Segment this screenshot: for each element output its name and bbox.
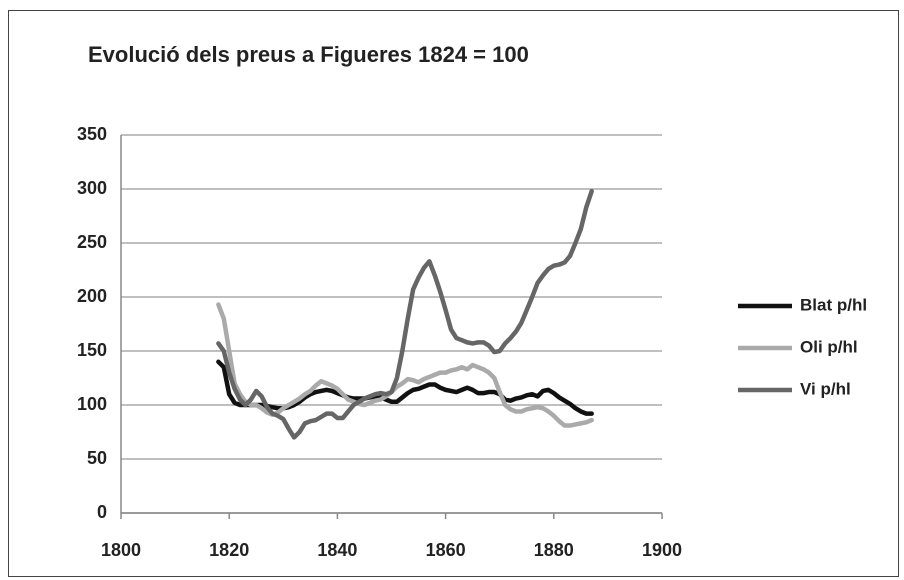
- series-line: [216, 188, 594, 440]
- series-line: [216, 302, 594, 428]
- chart-title: Evolució dels preus a Figueres 1824 = 10…: [88, 42, 529, 67]
- legend-label: Blat p/hl: [800, 295, 867, 314]
- x-tick-label: 1900: [642, 540, 682, 560]
- y-tick-label: 150: [77, 340, 107, 360]
- legend-label: Oli p/hl: [800, 337, 858, 356]
- x-tick-label: 1800: [101, 540, 141, 560]
- y-tick-label: 100: [77, 394, 107, 414]
- y-tick-label: 200: [77, 286, 107, 306]
- y-tick-label: 300: [77, 178, 107, 198]
- legend-label: Vi p/hl: [800, 379, 851, 398]
- y-tick-label: 50: [87, 448, 107, 468]
- x-tick-label: 1820: [209, 540, 249, 560]
- y-tick-label: 250: [77, 232, 107, 252]
- chart-frame: [8, 10, 899, 577]
- y-tick-label: 350: [77, 124, 107, 144]
- y-tick-label: 0: [97, 502, 107, 522]
- x-tick-label: 1840: [317, 540, 357, 560]
- x-tick-label: 1860: [426, 540, 466, 560]
- x-tick-label: 1880: [534, 540, 574, 560]
